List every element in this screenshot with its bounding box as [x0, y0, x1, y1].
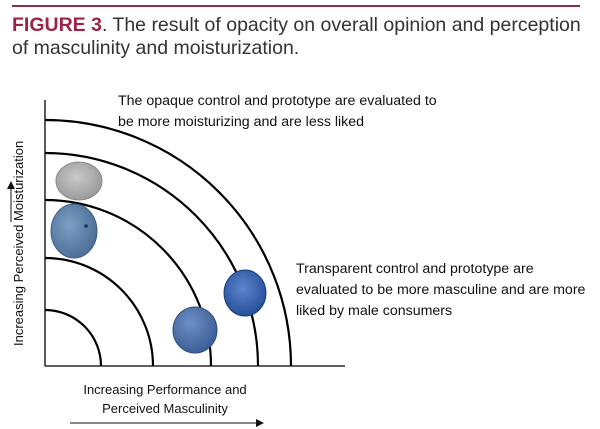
figure-label: FIGURE 3 [12, 14, 102, 36]
arc-2 [44, 256, 155, 367]
opaque-prototype-sample [50, 203, 98, 259]
figure-caption: FIGURE 3. The result of opacity on overa… [12, 14, 588, 60]
y-axis-label: Increasing Perceived Moisturization [11, 140, 26, 346]
transparent-prototype-sample [172, 306, 218, 354]
arc-4 [44, 151, 260, 367]
x-axis-label-line2: Perceived Masculinity [102, 401, 228, 416]
top-rule [12, 5, 580, 7]
opaque-annotation: The opaque control and prototype are eva… [118, 93, 437, 130]
transparent-control-sample [223, 269, 267, 317]
x-axis-label-line1: Increasing Performance and [83, 382, 247, 397]
arc-5 [44, 118, 293, 367]
opaque-control-sample [55, 161, 103, 201]
transparent-annotation: Transparent control and prototype are ev… [296, 261, 586, 319]
arc-1 [44, 308, 103, 367]
figure-title: . The result of opacity on overall opini… [12, 14, 581, 59]
x-axis-label: Increasing Performance and Perceived Mas… [60, 380, 270, 418]
